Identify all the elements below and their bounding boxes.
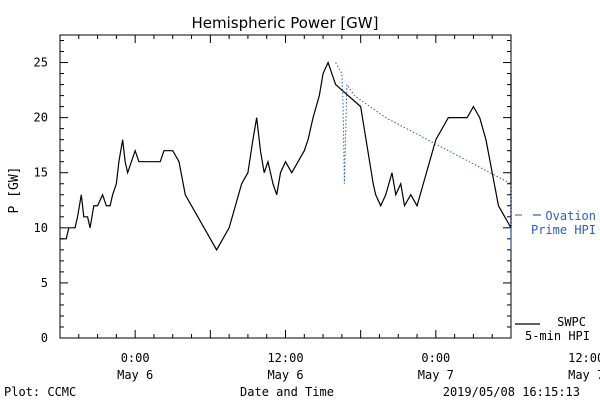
y-tick-label: 20 bbox=[34, 111, 48, 125]
y-tick-label: 25 bbox=[34, 56, 48, 70]
x-tick-label-day: May 6 bbox=[117, 368, 153, 382]
y-tick-label: 10 bbox=[34, 221, 48, 235]
legend-ovation-label-1: Ovation bbox=[545, 209, 596, 223]
x-axis-label: Date and Time bbox=[240, 385, 334, 399]
y-tick-label: 15 bbox=[34, 166, 48, 180]
y-tick-label: 5 bbox=[41, 276, 48, 290]
y-tick-label: 0 bbox=[41, 331, 48, 345]
x-tick-label-day: May 7 bbox=[568, 368, 600, 382]
chart-title: Hemispheric Power [GW] bbox=[192, 14, 379, 32]
legend-swpc-label-1: SWPC bbox=[557, 315, 586, 329]
x-tick-label-time: 0:00 bbox=[421, 351, 450, 365]
legend-swpc-label-2: 5-min HPI bbox=[525, 329, 590, 343]
legend-ovation-label-2: Prime HPI bbox=[531, 223, 596, 237]
series-line-swpc bbox=[60, 60, 512, 252]
x-tick-label-day: May 7 bbox=[418, 368, 454, 382]
y-axis-label: P [GW] bbox=[7, 167, 22, 214]
x-tick-label-day: May 6 bbox=[267, 368, 303, 382]
x-tick-label-time: 0:00 bbox=[121, 351, 150, 365]
series-layer bbox=[60, 60, 512, 252]
x-tick-label-time: 12:00 bbox=[267, 351, 303, 365]
footer-plot-credit: Plot: CCMC bbox=[4, 385, 76, 399]
series-line-ovation-prime bbox=[335, 62, 512, 250]
footer-timestamp: 2019/05/08 16:15:13 bbox=[443, 385, 580, 399]
y-axis: 0 5 10 15 20 25 bbox=[34, 40, 511, 345]
x-tick-label-time: 12:00 bbox=[568, 351, 600, 365]
